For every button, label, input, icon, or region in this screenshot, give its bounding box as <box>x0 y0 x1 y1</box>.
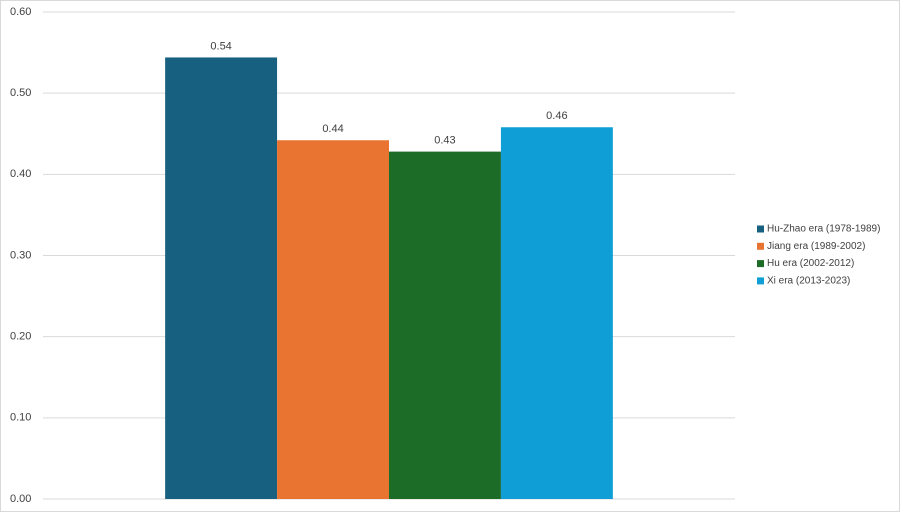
y-tick-label: 0.50 <box>10 87 31 99</box>
value-label: 0.43 <box>434 135 455 147</box>
value-label: 0.54 <box>210 40 231 52</box>
bar <box>277 140 389 499</box>
bar <box>165 57 278 499</box>
value-label: 0.44 <box>322 123 343 135</box>
legend-label: Xi era (2013-2023) <box>767 276 850 287</box>
value-label: 0.46 <box>546 110 567 122</box>
legend-swatch <box>757 260 764 268</box>
legend-swatch <box>757 225 764 233</box>
y-tick-label: 0.30 <box>10 249 31 261</box>
bar <box>500 127 613 500</box>
y-tick-label: 0.10 <box>10 412 31 424</box>
legend-label: Jiang era (1989-2002) <box>767 241 865 252</box>
y-tick-label: 0.60 <box>10 6 31 18</box>
legend-swatch <box>757 242 764 250</box>
y-tick-label: 0.40 <box>10 168 31 180</box>
y-tick-label: 0.00 <box>10 493 31 505</box>
legend-label: Hu-Zhao era (1978-1989) <box>767 224 880 235</box>
legend-label: Hu era (2002-2012) <box>767 258 854 269</box>
y-tick-label: 0.20 <box>10 331 31 343</box>
legend-swatch <box>757 277 764 285</box>
bar <box>389 151 501 499</box>
